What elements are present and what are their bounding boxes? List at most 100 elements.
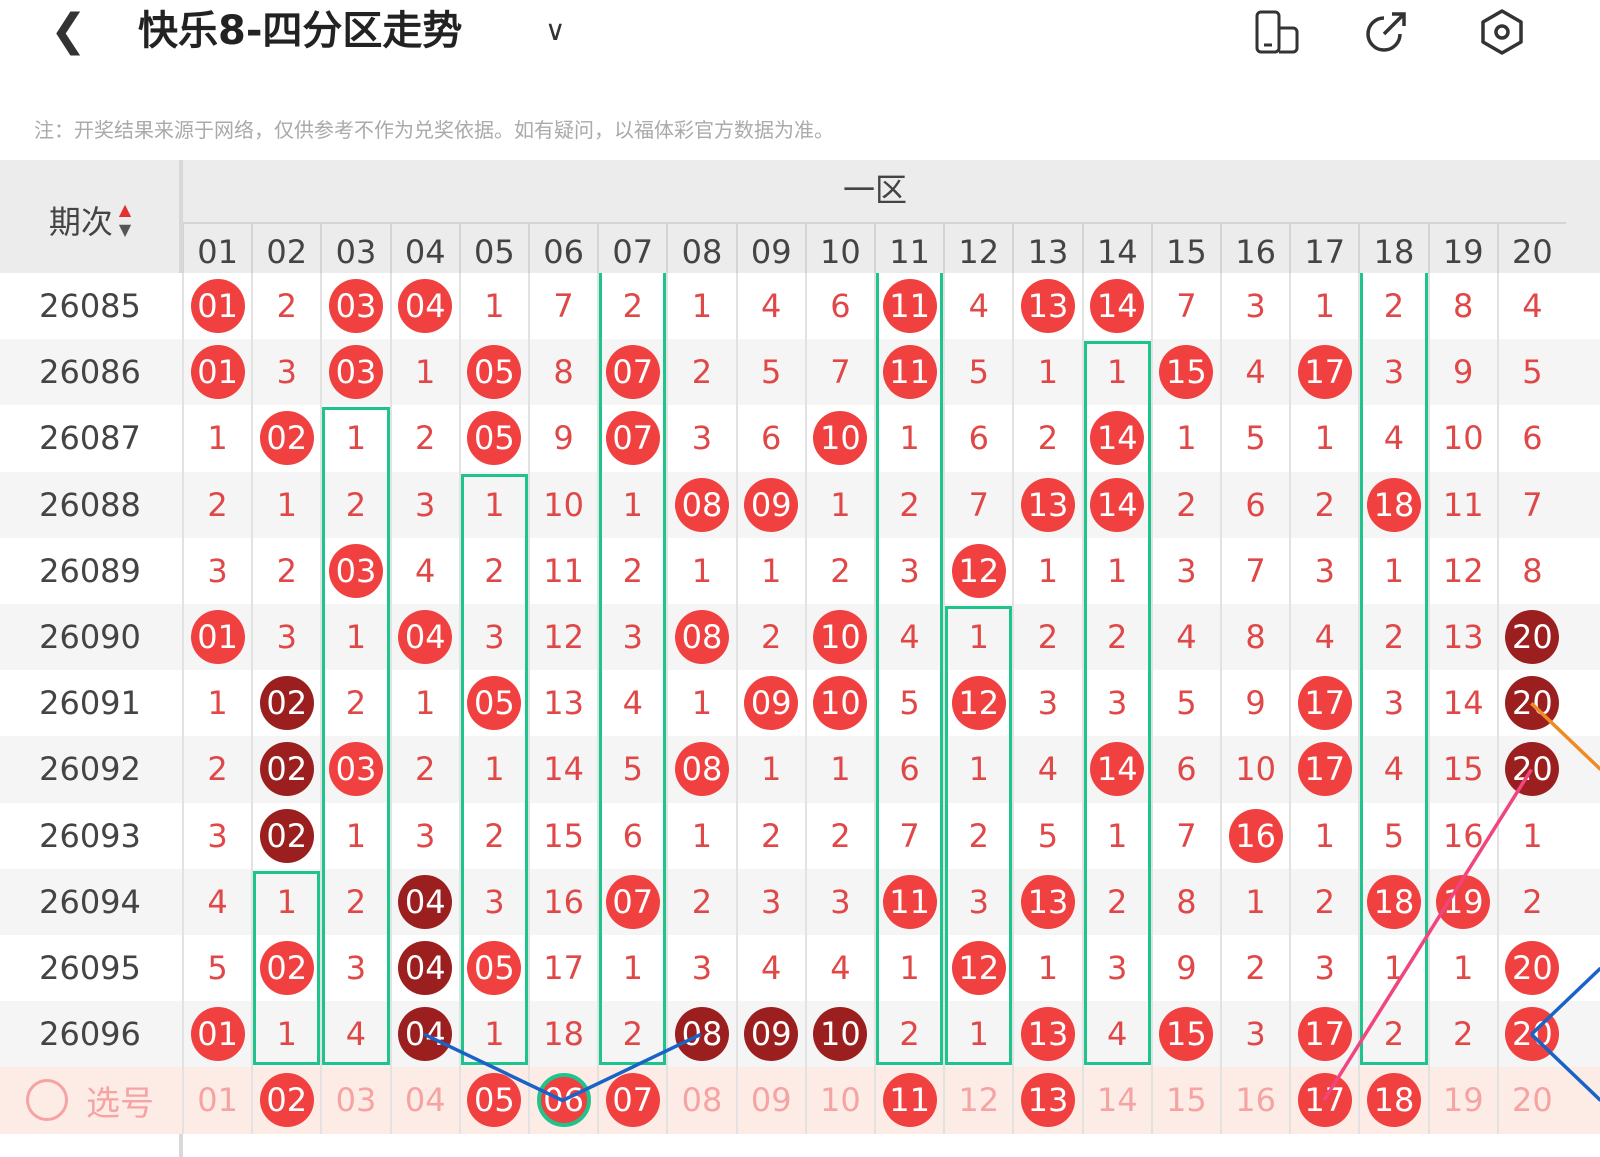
miss-count: 3 bbox=[1245, 1015, 1266, 1054]
miss-count: 2 bbox=[1314, 485, 1335, 524]
miss-count: 5 bbox=[1245, 419, 1266, 458]
period-cell: 26089 bbox=[39, 551, 141, 590]
drawn-ball[interactable]: 13 bbox=[1020, 1073, 1075, 1128]
column-header: 12 bbox=[943, 222, 1013, 278]
number-cell: 3 bbox=[251, 339, 320, 406]
number-cell: 04 bbox=[389, 868, 459, 935]
number-cell: 12 bbox=[528, 604, 597, 671]
number-cell[interactable]: 20 bbox=[1496, 1067, 1566, 1134]
repeat-ball: 02 bbox=[259, 676, 314, 731]
number-cell[interactable]: 11 bbox=[874, 1067, 943, 1134]
drawn-ball: 01 bbox=[190, 279, 245, 334]
number-cell[interactable]: 03 bbox=[320, 1067, 389, 1134]
number-cell: 10 bbox=[1427, 405, 1497, 472]
miss-count: 12 bbox=[1442, 551, 1484, 590]
settings-icon[interactable] bbox=[1478, 8, 1526, 56]
number-cell: 13 bbox=[1012, 1001, 1081, 1068]
number-cell: 20 bbox=[1496, 736, 1566, 803]
sort-down-icon[interactable]: ▼ bbox=[118, 220, 132, 239]
share-icon[interactable] bbox=[1362, 8, 1410, 56]
miss-count: 1 bbox=[484, 287, 505, 326]
drawn-ball[interactable]: 18 bbox=[1366, 1073, 1421, 1128]
period-cell: 26095 bbox=[39, 949, 141, 987]
drawn-ball[interactable]: 05 bbox=[467, 1073, 522, 1128]
number-cell[interactable]: 18 bbox=[1358, 1067, 1427, 1134]
miss-count: 4 bbox=[1314, 618, 1335, 657]
miss-count[interactable]: 04 bbox=[404, 1081, 446, 1120]
chevron-down-icon[interactable]: ∨ bbox=[545, 14, 566, 47]
number-cell[interactable]: 07 bbox=[597, 1067, 666, 1134]
drawn-ball: 20 bbox=[1505, 941, 1560, 996]
number-cell: 08 bbox=[666, 604, 735, 671]
miss-count[interactable]: 12 bbox=[958, 1081, 1000, 1120]
number-cell: 7 bbox=[1150, 273, 1220, 340]
miss-count[interactable]: 19 bbox=[1442, 1081, 1484, 1120]
miss-count: 8 bbox=[1176, 882, 1197, 921]
number-cell[interactable]: 13 bbox=[1012, 1067, 1081, 1134]
number-cell: 1 bbox=[1289, 802, 1358, 869]
number-cell: 2 bbox=[1220, 935, 1289, 1002]
split-screen-icon[interactable] bbox=[1253, 8, 1301, 56]
number-cell[interactable]: 09 bbox=[735, 1067, 805, 1134]
miss-count: 5 bbox=[1176, 684, 1197, 723]
drawn-ball[interactable]: 07 bbox=[605, 1073, 660, 1128]
number-cell[interactable]: 12 bbox=[943, 1067, 1012, 1134]
select-toggle[interactable]: 选号 bbox=[0, 1067, 180, 1133]
number-cell: 4 bbox=[874, 604, 943, 671]
miss-count[interactable]: 15 bbox=[1166, 1081, 1207, 1120]
miss-count: 1 bbox=[968, 1015, 989, 1054]
number-cell: 4 bbox=[1358, 405, 1427, 472]
number-cell[interactable]: 08 bbox=[666, 1067, 735, 1134]
miss-count: 2 bbox=[345, 485, 367, 524]
number-cell[interactable]: 19 bbox=[1427, 1067, 1497, 1134]
drawn-ball[interactable]: 02 bbox=[259, 1073, 314, 1128]
number-cell: 2 bbox=[597, 273, 666, 340]
number-cell[interactable]: 16 bbox=[1220, 1067, 1289, 1134]
drawn-ball: 07 bbox=[605, 411, 660, 466]
miss-count: 1 bbox=[207, 684, 228, 723]
miss-count: 1 bbox=[276, 882, 297, 921]
number-cell[interactable]: 10 bbox=[804, 1067, 874, 1134]
radio-circle-icon[interactable] bbox=[26, 1079, 68, 1122]
miss-count[interactable]: 01 bbox=[197, 1081, 238, 1120]
number-cell[interactable]: 02 bbox=[251, 1067, 320, 1134]
miss-count[interactable]: 09 bbox=[750, 1081, 792, 1120]
number-cell: 20 bbox=[1496, 604, 1566, 671]
period-sort-header[interactable]: 期次 ▲ ▼ bbox=[0, 160, 180, 280]
miss-count[interactable]: 20 bbox=[1512, 1081, 1553, 1120]
column-header: 13 bbox=[1012, 222, 1082, 278]
period-cell: 26091 bbox=[39, 684, 141, 723]
miss-count: 3 bbox=[1314, 551, 1335, 590]
number-cell: 4 bbox=[597, 670, 666, 737]
drawn-ball[interactable]: 06 bbox=[536, 1073, 591, 1128]
table-row: 26085 01 2 03 04 1 7 2 1 4 6 11 4 13 14 7 3 1 2 8 4 bbox=[0, 273, 1600, 340]
miss-count: 1 bbox=[1037, 949, 1059, 988]
sort-up-icon[interactable]: ▲ bbox=[118, 200, 132, 219]
number-cell[interactable]: 04 bbox=[389, 1067, 459, 1134]
miss-count: 8 bbox=[1245, 618, 1266, 657]
number-cell[interactable]: 05 bbox=[458, 1067, 528, 1134]
back-chevron-left-icon[interactable]: ❮ bbox=[50, 5, 87, 56]
miss-count[interactable]: 08 bbox=[681, 1081, 723, 1120]
drawn-ball: 01 bbox=[190, 1007, 245, 1062]
page-title: 快乐8-四分区走势 bbox=[138, 8, 463, 54]
number-cell[interactable]: 06 bbox=[528, 1067, 597, 1134]
number-cell[interactable]: 01 bbox=[182, 1067, 251, 1134]
number-cell[interactable]: 15 bbox=[1150, 1067, 1220, 1134]
miss-count: 3 bbox=[1245, 287, 1266, 326]
sort-icon[interactable]: ▲ ▼ bbox=[119, 200, 131, 240]
drawn-ball: 12 bbox=[951, 543, 1006, 598]
number-cell: 1 bbox=[1289, 273, 1358, 340]
drawn-ball[interactable]: 17 bbox=[1297, 1073, 1352, 1128]
miss-count: 11 bbox=[1442, 485, 1484, 524]
miss-count[interactable]: 10 bbox=[820, 1081, 861, 1120]
miss-count: 4 bbox=[761, 287, 782, 326]
drawn-ball[interactable]: 11 bbox=[882, 1073, 937, 1128]
miss-count[interactable]: 03 bbox=[335, 1081, 377, 1120]
miss-count: 4 bbox=[622, 684, 643, 723]
number-cell[interactable]: 17 bbox=[1289, 1067, 1358, 1134]
repeat-ball: 04 bbox=[398, 1007, 453, 1062]
number-cell[interactable]: 14 bbox=[1081, 1067, 1151, 1134]
miss-count[interactable]: 14 bbox=[1096, 1081, 1138, 1120]
miss-count[interactable]: 16 bbox=[1235, 1081, 1276, 1120]
